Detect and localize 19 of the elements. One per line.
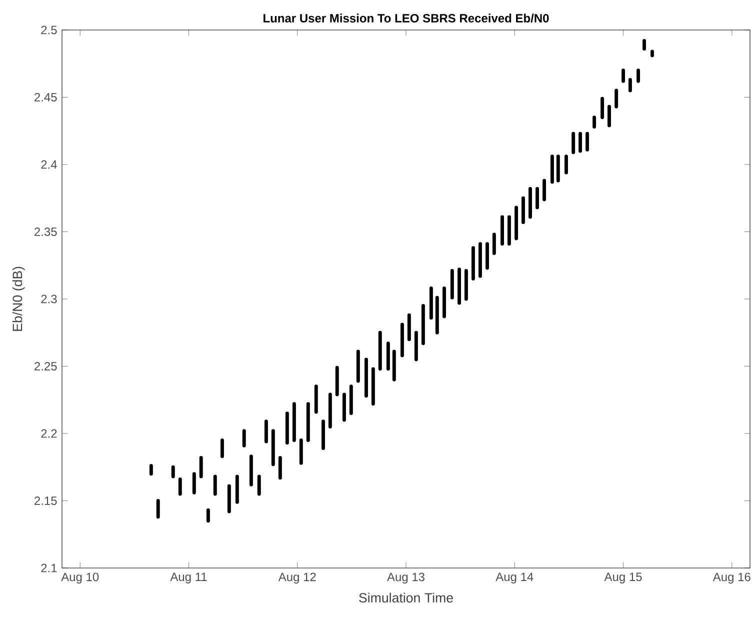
y-tick-label: 2.5: [41, 26, 57, 34]
y-tick-label: 2.1: [41, 564, 57, 572]
x-tick-label: Aug 15: [604, 572, 642, 584]
y-tick-label: 2.35: [34, 227, 57, 236]
y-tick-label: 2.25: [34, 362, 57, 370]
y-tick-label: 2.3: [41, 294, 57, 304]
x-tick-label: Aug 12: [278, 572, 316, 584]
x-tick-label: Aug 11: [170, 572, 207, 584]
x-axis-title: Simulation Time: [359, 592, 453, 603]
x-tick-label: Aug 10: [61, 572, 99, 584]
y-tick-label: 2.15: [34, 496, 57, 505]
y-tick-label: 2.45: [34, 92, 57, 102]
y-tick-label: 2.2: [41, 429, 57, 438]
x-tick-label: Aug 16: [712, 572, 750, 584]
y-tick-label: 2.4: [41, 160, 57, 169]
x-tick-label: Aug 14: [496, 572, 534, 584]
y-axis-title: Eb/N0 (dB): [12, 266, 25, 331]
x-tick-label: Aug 13: [387, 572, 424, 584]
chart-title: Lunar User Mission To LEO SBRS Received Eb/N0: [264, 14, 549, 23]
